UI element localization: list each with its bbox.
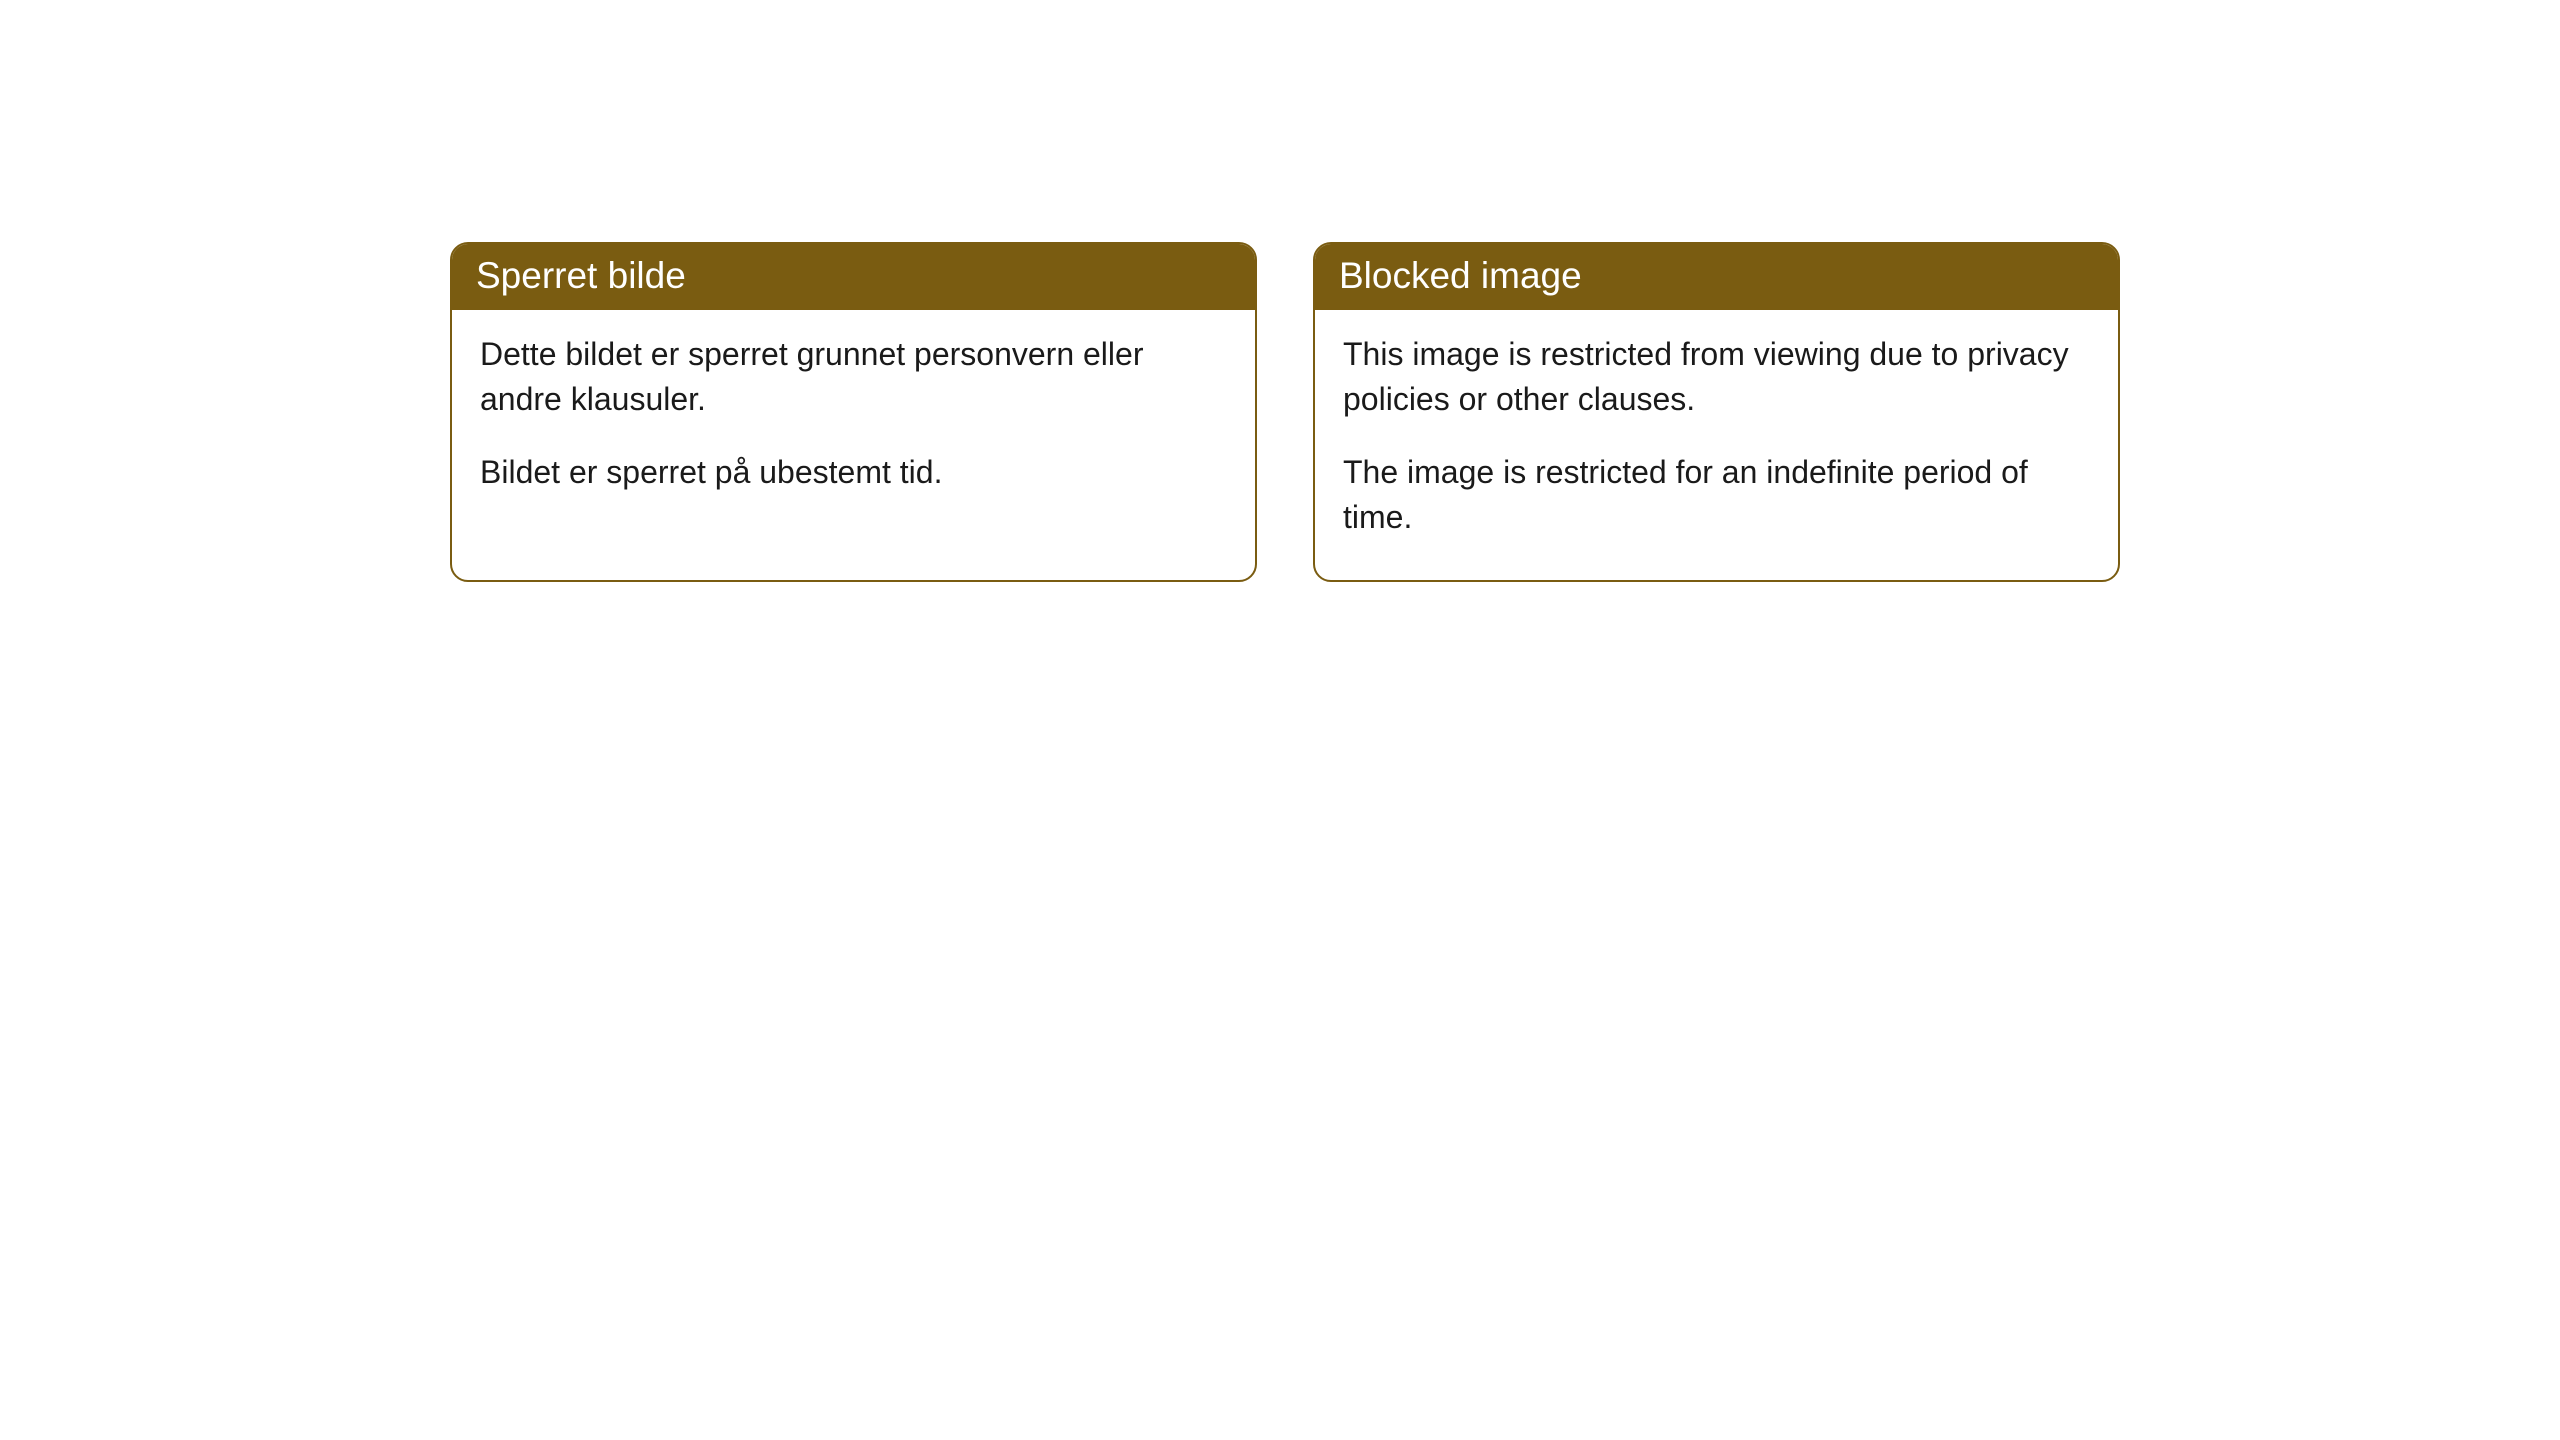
card-paragraph-1: This image is restricted from viewing du… bbox=[1343, 332, 2090, 422]
blocked-image-card-english: Blocked image This image is restricted f… bbox=[1313, 242, 2120, 582]
card-paragraph-1: Dette bildet er sperret grunnet personve… bbox=[480, 332, 1227, 422]
card-title-norwegian: Sperret bilde bbox=[452, 244, 1255, 310]
card-title-english: Blocked image bbox=[1315, 244, 2118, 310]
notice-cards-container: Sperret bilde Dette bildet er sperret gr… bbox=[0, 0, 2560, 582]
card-body-english: This image is restricted from viewing du… bbox=[1315, 310, 2118, 579]
card-paragraph-2: The image is restricted for an indefinit… bbox=[1343, 450, 2090, 540]
blocked-image-card-norwegian: Sperret bilde Dette bildet er sperret gr… bbox=[450, 242, 1257, 582]
card-paragraph-2: Bildet er sperret på ubestemt tid. bbox=[480, 450, 1227, 495]
card-body-norwegian: Dette bildet er sperret grunnet personve… bbox=[452, 310, 1255, 534]
